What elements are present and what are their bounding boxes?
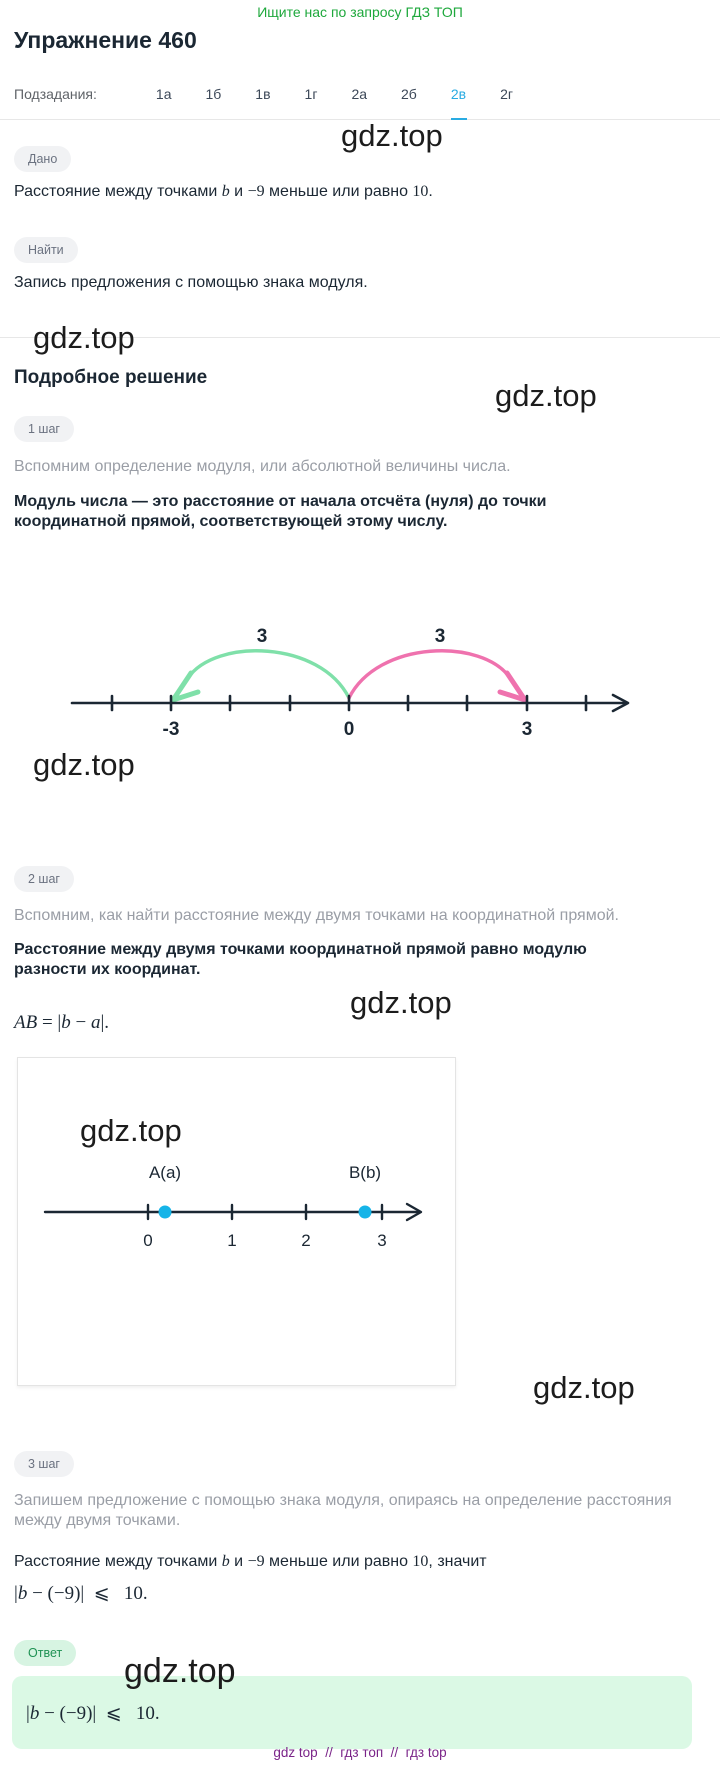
- svg-text:0: 0: [344, 719, 355, 740]
- svg-text:1: 1: [227, 1231, 236, 1250]
- svg-text:-3: -3: [163, 719, 180, 740]
- svg-text:A(a): A(a): [149, 1163, 181, 1182]
- svg-text:3: 3: [522, 719, 533, 740]
- svg-text:3: 3: [377, 1231, 386, 1250]
- svg-text:3: 3: [257, 626, 268, 647]
- svg-text:B(b): B(b): [349, 1163, 381, 1182]
- svg-text:2: 2: [301, 1231, 310, 1250]
- svg-text:0: 0: [143, 1231, 152, 1250]
- svg-text:3: 3: [435, 626, 446, 647]
